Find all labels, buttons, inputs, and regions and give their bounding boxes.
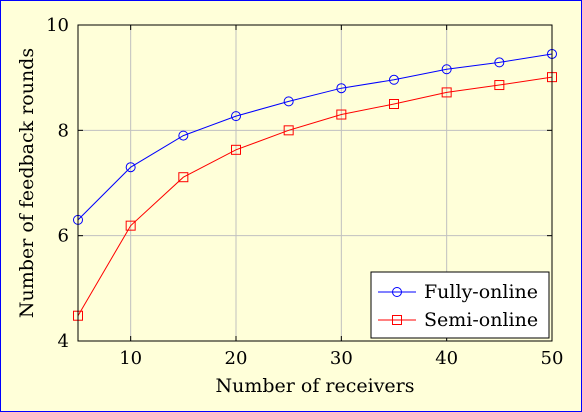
x-tick-label: 20 (225, 348, 248, 369)
data-point (336, 109, 347, 120)
data-point (178, 172, 189, 183)
data-point (336, 83, 347, 94)
x-tick-label: 40 (435, 348, 458, 369)
tick-labels: 10 20 30 40 50 4 6 8 10 (46, 15, 563, 369)
series-line (77, 76, 553, 316)
legend-marker (392, 315, 402, 325)
data-point (125, 162, 136, 173)
legend-box (370, 271, 550, 339)
data-point (389, 74, 399, 85)
x-tick-label: 10 (119, 348, 142, 369)
legend: Fully-online Semi-online (370, 271, 550, 339)
x-tick-label: 30 (330, 348, 353, 369)
y-tick-label: 10 (46, 15, 69, 36)
data-point (441, 64, 452, 75)
x-tick-label: 50 (541, 348, 564, 369)
legend-swatch-marker (392, 315, 402, 325)
data-point (231, 111, 241, 122)
series-layer (73, 48, 557, 321)
data-point (125, 220, 136, 231)
data-point (494, 57, 505, 68)
data-point (178, 130, 189, 141)
x-axis-label: Number of receivers (215, 375, 414, 397)
legend-label: Fully-online (424, 281, 538, 303)
data-point (283, 96, 294, 107)
legend-swatch-marker (392, 287, 402, 297)
plot-border (77, 24, 553, 342)
tick-marks (78, 24, 553, 342)
y-tick-label: 4 (58, 331, 69, 352)
data-point (441, 87, 452, 98)
data-point (231, 144, 241, 155)
y-tick-label: 8 (58, 120, 69, 141)
legend-marker (392, 287, 402, 297)
legend-entry-fully-online: Fully-online (378, 281, 538, 303)
legend-entry-semi-online: Semi-online (378, 309, 538, 331)
data-point (389, 99, 399, 109)
legend-label: Semi-online (424, 309, 538, 331)
data-point (494, 80, 505, 91)
series-line (77, 53, 553, 221)
data-point (283, 125, 294, 136)
y-tick-label: 6 (58, 226, 69, 247)
y-axis-label: Number of feedback rounds (16, 48, 38, 318)
